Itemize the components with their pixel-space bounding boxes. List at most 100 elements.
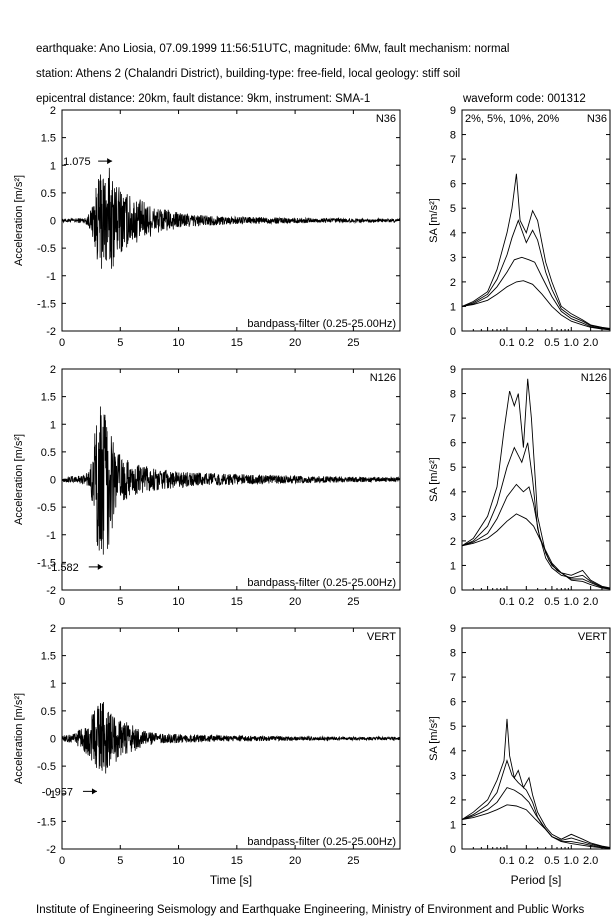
peak-arrowhead [107,158,113,165]
y-tick-label: -1 [46,530,56,542]
y-axis-label: SA [m/s²] [428,716,440,761]
x-tick-label: 5 [117,596,123,608]
peak-label: -1.582 [48,562,79,574]
x-tick-label: 25 [347,596,359,608]
footer-institute: Institute of Engineering Seismology and … [36,904,585,916]
x-tick-label: 15 [231,596,243,608]
y-tick-label: 2 [50,623,56,635]
y-tick-label: 1 [50,678,56,690]
y-tick-label: -0.5 [37,243,56,255]
y-tick-label: 3 [450,511,456,523]
y-tick-label: 0.5 [41,447,56,459]
y-axis-label: Acceleration [m/s²] [13,434,25,525]
y-tick-label: 1 [450,301,456,313]
y-tick-label: 0 [450,844,456,856]
x-tick-label: 25 [347,855,359,867]
x-tick-label: 0 [59,855,65,867]
header-station-info: station: Athens 2 (Chalandri District), … [36,68,461,80]
y-tick-label: 2 [450,795,456,807]
spectrum-series-line [461,442,611,589]
y-tick-label: 9 [450,623,456,635]
spectrum-series-line [461,219,611,330]
y-tick-label: -0.5 [37,761,56,773]
x-tick-label: 2.0 [583,596,598,608]
y-tick-label: -2 [46,844,56,856]
component-label: N36 [376,113,396,125]
x-tick-label: 0 [59,596,65,608]
x-tick-label: 0.2 [519,855,534,867]
spectrum-series-line [461,256,611,330]
x-tick-label: 20 [289,596,301,608]
x-tick-label: 2.0 [583,855,598,867]
y-tick-label: 0.5 [41,706,56,718]
y-tick-label: 3 [450,770,456,782]
x-tick-label: 15 [231,855,243,867]
y-tick-label: 0 [450,326,456,338]
y-tick-label: -1.5 [37,816,56,828]
x-tick-label: 1.0 [564,596,579,608]
spectrum-series-line [461,378,611,589]
x-tick-label: 5 [117,855,123,867]
x-tick-label: 25 [347,337,359,349]
y-tick-label: 7 [450,672,456,684]
spectrum-series-line [461,787,611,849]
x-tick-label: 0.1 [499,596,514,608]
filter-label: bandpass-filter (0.25-25.00Hz) [247,836,396,848]
y-tick-label: -1 [46,789,56,801]
y-tick-label: 6 [450,438,456,450]
spectrum-series-line [461,513,611,590]
y-tick-label: 1 [450,819,456,831]
x-tick-label: 10 [172,596,184,608]
y-tick-label: -2 [46,326,56,338]
y-tick-label: 2 [50,364,56,376]
component-label: N36 [587,113,607,125]
spectrum-frame [461,109,611,332]
y-tick-label: 7 [450,154,456,166]
y-tick-label: 1.5 [41,651,56,663]
y-axis-label: Acceleration [m/s²] [13,693,25,784]
y-tick-label: 0 [450,585,456,597]
y-tick-label: 1 [450,560,456,572]
peak-label: 1.075 [63,156,91,168]
y-tick-label: 8 [450,648,456,660]
y-tick-label: 0 [50,475,56,487]
y-tick-label: 4 [450,487,456,499]
spectrum-frame [461,368,611,591]
component-label: VERT [367,631,396,643]
x-tick-label: 10 [172,337,184,349]
x-tick-label: 1.0 [564,855,579,867]
x-tick-label: 5 [117,337,123,349]
y-tick-label: 8 [450,389,456,401]
x-tick-label: 0 [59,337,65,349]
waveform-line [61,167,401,269]
header-event-info: earthquake: Ano Liosia, 07.09.1999 11:56… [36,43,510,55]
y-tick-label: -1 [46,271,56,283]
x-tick-label: 15 [231,337,243,349]
x-tick-label: 0.2 [519,596,534,608]
x-axis-label: Time [s] [210,873,252,887]
y-tick-label: 4 [450,746,456,758]
spectrum-series-line [461,759,611,849]
y-tick-label: 6 [450,697,456,709]
y-tick-label: 5 [450,462,456,474]
y-tick-label: 2 [450,536,456,548]
component-label: N126 [581,372,607,384]
spectrum-series-line [461,173,611,329]
y-axis-label: Acceleration [m/s²] [13,175,25,266]
y-tick-label: 1.5 [41,133,56,145]
x-tick-label: 2.0 [583,337,598,349]
y-tick-label: 3 [450,252,456,264]
x-tick-label: 0.5 [544,596,559,608]
filter-label: bandpass-filter (0.25-25.00Hz) [247,577,396,589]
y-tick-label: 8 [450,130,456,142]
x-tick-label: 0.1 [499,855,514,867]
y-tick-label: -1.5 [37,557,56,569]
x-tick-label: 0.1 [499,337,514,349]
y-tick-label: 6 [450,179,456,191]
y-tick-label: 1.5 [41,392,56,404]
spectrum-frame [461,627,611,850]
y-tick-label: 9 [450,105,456,117]
spectrum-series-line [461,804,611,849]
x-tick-label: 0.2 [519,337,534,349]
y-axis-label: SA [m/s²] [428,457,440,502]
